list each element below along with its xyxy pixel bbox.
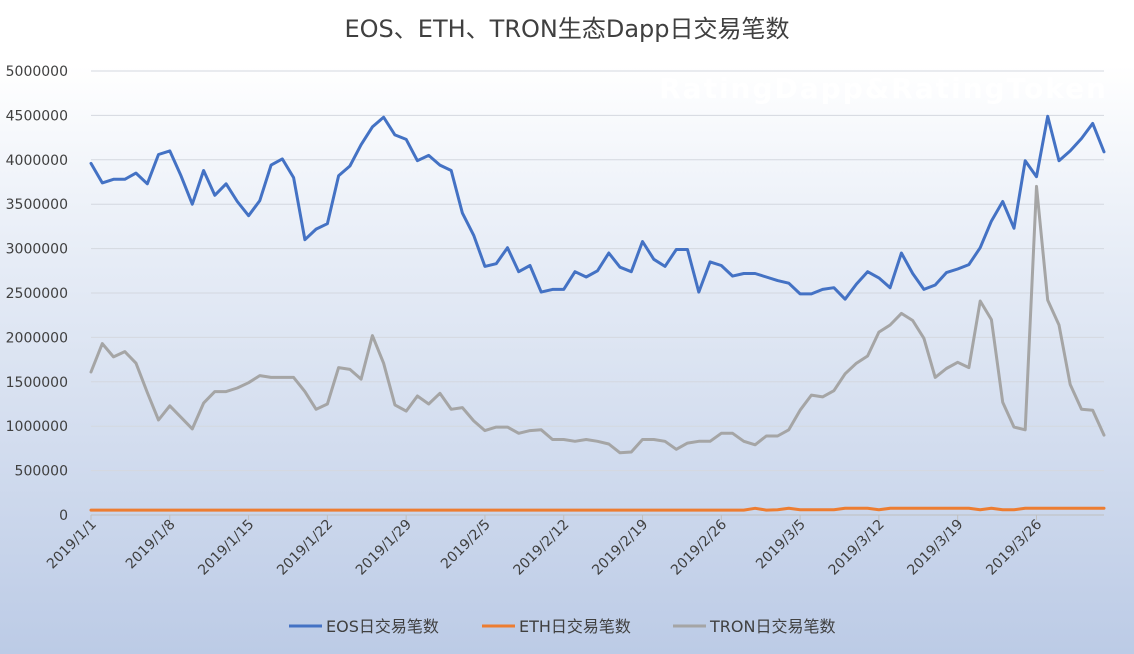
y-tick-label: 1500000 — [6, 375, 68, 391]
series-lines — [89, 114, 1106, 512]
x-tick-label: 2019/1/1 — [44, 517, 100, 573]
series-line-2 — [89, 184, 1106, 455]
y-tick-label: 2000000 — [6, 330, 68, 346]
y-tick-label: 3500000 — [6, 197, 68, 213]
gridlines — [91, 70, 1104, 516]
y-tick-label: 2500000 — [6, 286, 68, 302]
x-tick-label: 2019/2/12 — [510, 517, 572, 579]
y-tick-label: 1000000 — [6, 419, 68, 435]
x-tick-label: 2019/1/22 — [274, 517, 336, 579]
y-axis: 0 500000 1000000 1500000 2000000 2500000 30000… — [6, 64, 68, 524]
series-line-1 — [89, 506, 1106, 512]
x-tick-label: 2019/2/26 — [668, 516, 730, 578]
x-tick-label: 2019/3/12 — [826, 517, 888, 579]
legend-label: ETH日交易笔数 — [519, 617, 631, 636]
y-tick-label: 500000 — [15, 464, 68, 480]
x-tick-label: 2019/3/19 — [904, 517, 966, 579]
y-tick-label: 4000000 — [6, 153, 68, 169]
watermark-text: RatingDapp&RatingToken — [659, 72, 1108, 105]
x-tick-label: 2019/2/5 — [438, 517, 494, 573]
x-tick-label: 2019/1/8 — [123, 517, 179, 573]
legend-label: TRON日交易笔数 — [709, 617, 835, 636]
series-line-0 — [89, 114, 1106, 301]
x-tick-label: 2019/3/5 — [753, 517, 809, 573]
x-tick-label: 2019/2/19 — [589, 517, 651, 579]
legend: EOS日交易笔数 ETH日交易笔数 TRON日交易笔数 — [289, 617, 835, 636]
y-tick-label: 4500000 — [6, 108, 68, 124]
y-tick-label: 0 — [59, 508, 68, 524]
x-tick-label: 2019/1/15 — [195, 517, 257, 579]
y-tick-label: 5000000 — [6, 64, 68, 80]
x-axis: 2019/1/1 2019/1/8 2019/1/15 2019/1/22 2019/1… — [44, 514, 1104, 579]
x-tick-label: 2019/3/26 — [983, 516, 1045, 578]
legend-label: EOS日交易笔数 — [326, 617, 439, 636]
y-tick-label: 3000000 — [6, 242, 68, 258]
x-tick-label: 2019/1/29 — [353, 517, 415, 579]
chart-title: EOS、ETH、TRON生态Dapp日交易笔数 — [345, 15, 790, 43]
